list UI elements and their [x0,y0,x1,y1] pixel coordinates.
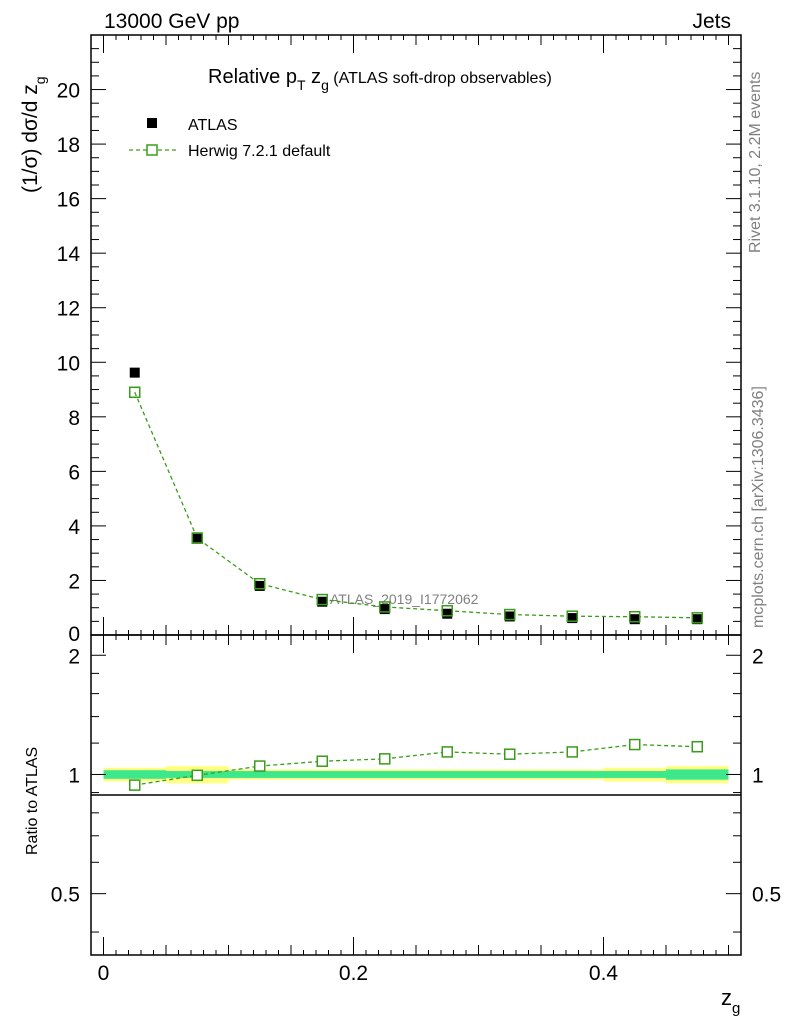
legend-herwig-marker [146,144,158,156]
main-y-tick-label: 8 [68,407,80,430]
ratio-band-inner [228,771,291,778]
ratio-band-inner [603,771,666,778]
main-y-tick-label-zero: 0 [68,623,80,646]
ratio-band-inner [416,771,479,778]
main-y-tick-label: 2 [68,570,80,593]
atlas-data-point [442,608,453,619]
category-label: Jets [692,10,731,33]
ratio-y-axis-label: Ratio to ATLAS [24,747,41,855]
main-y-tick-label: 10 [57,352,80,375]
legend: ATLAS Herwig 7.2.1 default [129,117,331,160]
herwig-mc-point [379,601,391,613]
herwig-ratio-point [566,746,578,758]
main-points [129,367,703,625]
main-y-tick-label: 20 [57,80,80,103]
herwig-mc-point [129,386,141,399]
legend-atlas-label: ATLAS [188,117,238,134]
herwig-ratio-line [134,743,698,786]
herwig-ratio-point [691,740,703,753]
chart-title: Relative pT zg (ATLAS soft-drop observab… [208,66,552,93]
herwig-mc-point [629,610,641,623]
herwig-mc-point [254,577,266,590]
herwig-ratio-point [316,755,328,767]
x-axis-label: zg [721,985,740,1017]
herwig-ratio-point [441,746,453,758]
main-y-ticks: 2 4 6 8 10 12 14 16 18 20 0 [57,34,741,646]
atlas-data-point [192,532,203,543]
herwig-mc-point [504,608,516,621]
herwig-mc-point [691,612,703,624]
ratio-band-inner [541,771,604,778]
herwig-ratio-point [191,769,203,782]
ratio-y-tick-label-right: 0.5 [752,884,781,907]
rivet-version-label: Rivet 3.1.10, 2.2M events [747,72,764,253]
ratio-y-ticks: 0.5 0.5 1 1 2 2 [51,645,781,933]
ratio-band-inner [666,769,729,780]
analysis-watermark: ATLAS_2019_I1772062 [330,591,479,607]
ratio-points [129,738,703,791]
main-y-tick-label: 4 [68,516,80,539]
atlas-data-point [379,604,390,615]
ratio-y-tick-label-left: 1 [68,764,80,787]
legend-herwig-label: Herwig 7.2.1 default [188,143,331,160]
atlas-data-point [692,614,703,625]
herwig-ratio-point [629,738,641,751]
main-y-axis-label: (1/σ) dσ/d zg [19,76,48,193]
herwig-ratio-point [379,753,391,765]
x-tick-label: 0.2 [339,962,368,985]
ratio-y-tick-label-right: 2 [752,645,764,668]
legend-atlas-marker [147,118,157,128]
herwig-ratio-point [129,779,141,791]
main-y-tick-label: 12 [57,298,80,321]
x-tick-label: 0 [98,962,110,985]
atlas-data-point [317,596,328,607]
herwig-mc-point [191,532,203,544]
herwig-main-line [134,392,698,619]
ratio-band [103,766,729,784]
atlas-data-point [567,613,578,624]
herwig-mc-point [316,593,328,606]
herwig-mc-point [566,610,578,622]
x-tick-label: 0.4 [589,962,619,985]
atlas-data-point [129,367,140,378]
herwig-ratio-point [504,748,516,760]
ratio-y-tick-label-left: 0.5 [51,884,80,907]
ratio-band-inner [291,771,354,778]
ratio-band-inner [353,771,416,778]
main-y-tick-label: 18 [57,134,80,157]
main-y-tick-label: 16 [57,189,80,212]
energy-label: 13000 GeV pp [104,10,239,33]
main-y-tick-label: 14 [57,243,81,266]
ratio-y-tick-label-left: 2 [68,645,80,668]
atlas-data-point [504,611,515,622]
atlas-data-point [629,614,640,625]
herwig-mc-point [441,604,453,617]
ratio-y-tick-label-right: 1 [752,764,764,787]
herwig-ratio-point [254,760,266,772]
ratio-band-inner [478,771,541,778]
ratio-band-inner [103,770,166,779]
x-ticks: 0 0.2 0.4 [90,35,742,985]
main-y-tick-label: 6 [68,461,80,484]
atlas-data-point [254,580,265,591]
mcplots-label: mcplots.cern.ch [arXiv:1306.3436] [750,386,767,628]
